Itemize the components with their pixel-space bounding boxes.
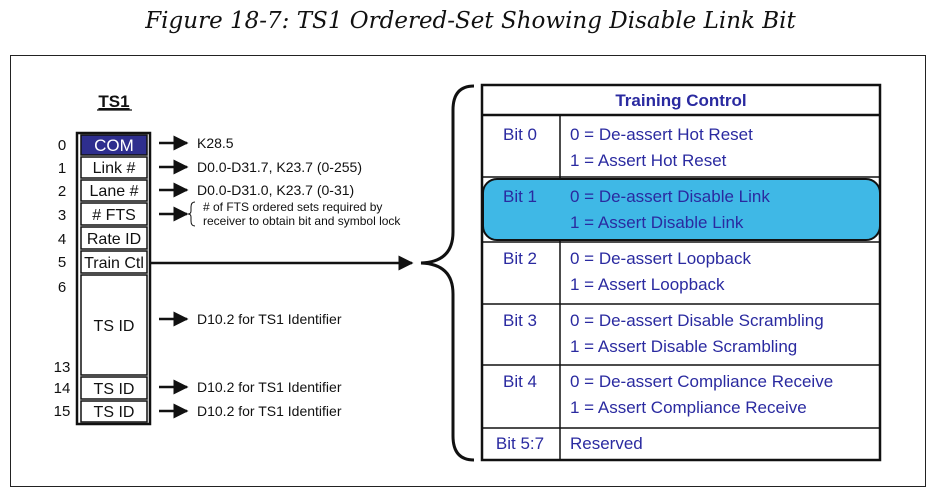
- ts1-label-ts-id-15: TS ID: [94, 404, 135, 421]
- ts1-cell-link: [80, 156, 148, 179]
- ts1-label-com: COM: [94, 136, 134, 155]
- note-fts-line-2: receiver to obtain bit and symbol lock: [203, 214, 401, 228]
- bit-0-line-1: 1 = Assert Hot Reset: [570, 151, 727, 170]
- bit-1-line-1: 1 = Assert Disable Link: [570, 213, 744, 232]
- ts1-index-15: 15: [54, 403, 71, 420]
- ts1-label-lane: Lane #: [90, 183, 139, 200]
- ts1-label-link: Link #: [93, 160, 136, 177]
- note-ts-id-15: D10.2 for TS1 Identifier: [197, 403, 342, 419]
- table-outline: [480, 83, 882, 462]
- note-ts-id-14: D10.2 for TS1 Identifier: [197, 379, 342, 395]
- bit-0-line-0: 0 = De-assert Hot Reset: [570, 125, 753, 144]
- bit-2-line-1: 1 = Assert Loopback: [570, 275, 725, 294]
- ts1-index-1: 1: [58, 160, 66, 177]
- ts1-index-14: 14: [54, 380, 71, 397]
- ts1-index-2: 2: [58, 183, 66, 200]
- figure-caption: Figure 18-7: TS1 Ordered-Set Showing Dis…: [145, 8, 796, 34]
- bit-1-line-0: 0 = De-assert Disable Link: [570, 187, 770, 206]
- ts1-index-3: 3: [58, 207, 66, 224]
- ts1-label-ts-id-14: TS ID: [94, 381, 135, 398]
- ts1-label-fts: # FTS: [92, 207, 136, 224]
- note-ts-id-block: D10.2 for TS1 Identifier: [197, 311, 342, 327]
- table-title: Training Control: [615, 91, 746, 110]
- bit-5-7-label: Bit 5:7: [496, 434, 544, 453]
- note-lane: D0.0-D31.0, K23.7 (0-31): [197, 182, 354, 198]
- bit-4-line-1: 1 = Assert Compliance Receive: [570, 398, 807, 417]
- note-link: D0.0-D31.7, K23.7 (0-255): [197, 159, 362, 175]
- bit-2-label: Bit 2: [503, 249, 537, 268]
- note-fts-line-1: # of FTS ordered sets required by: [203, 200, 382, 214]
- ts1-cell-ts-id-block: [80, 274, 148, 376]
- ts1-cell-lane: [80, 179, 148, 202]
- ts1-index-5: 5: [58, 254, 66, 271]
- bit-3-line-1: 1 = Assert Disable Scrambling: [570, 337, 797, 356]
- fts-note-brace: [187, 201, 196, 227]
- bit-4-label: Bit 4: [503, 372, 537, 391]
- ts1-cell-ts-id-15: [80, 400, 148, 423]
- bit-3-label: Bit 3: [503, 311, 537, 330]
- ts1-label-rate-id: Rate ID: [87, 231, 141, 248]
- ts1-label-ts-id-block: TS ID: [94, 318, 135, 335]
- ts1-byte-column: [75, 131, 152, 426]
- note-com: K28.5: [197, 135, 234, 151]
- bit-5-7-line-0: Reserved: [570, 434, 643, 453]
- bit-4-line-0: 0 = De-assert Compliance Receive: [570, 372, 833, 391]
- ts1-cell-com: [80, 134, 148, 156]
- ts1-index-4: 4: [58, 231, 66, 248]
- training-control-table: [480, 83, 882, 462]
- ts1-cell-rate-id: [80, 226, 148, 250]
- bit-2-line-0: 0 = De-assert Loopback: [570, 249, 751, 268]
- ts1-index-6: 6: [58, 279, 66, 296]
- bit-1-label: Bit 1: [503, 187, 537, 206]
- ts1-cell-ts-id-14: [80, 376, 148, 400]
- ts1-index-0: 0: [58, 137, 66, 154]
- training-control-brace: [420, 84, 475, 462]
- ts1-label-train-ctl: Train Ctl: [84, 255, 144, 272]
- ts1-index-13: 13: [54, 359, 71, 376]
- bit-0-label: Bit 0: [503, 125, 537, 144]
- disable-link-highlight: [482, 178, 881, 241]
- ts1-cell-train-ctl: [80, 250, 148, 274]
- ts1-cell-fts: [80, 202, 148, 226]
- bit-3-line-0: 0 = De-assert Disable Scrambling: [570, 311, 824, 330]
- figure-frame: [10, 55, 926, 487]
- ts1-title: TS1: [98, 92, 129, 111]
